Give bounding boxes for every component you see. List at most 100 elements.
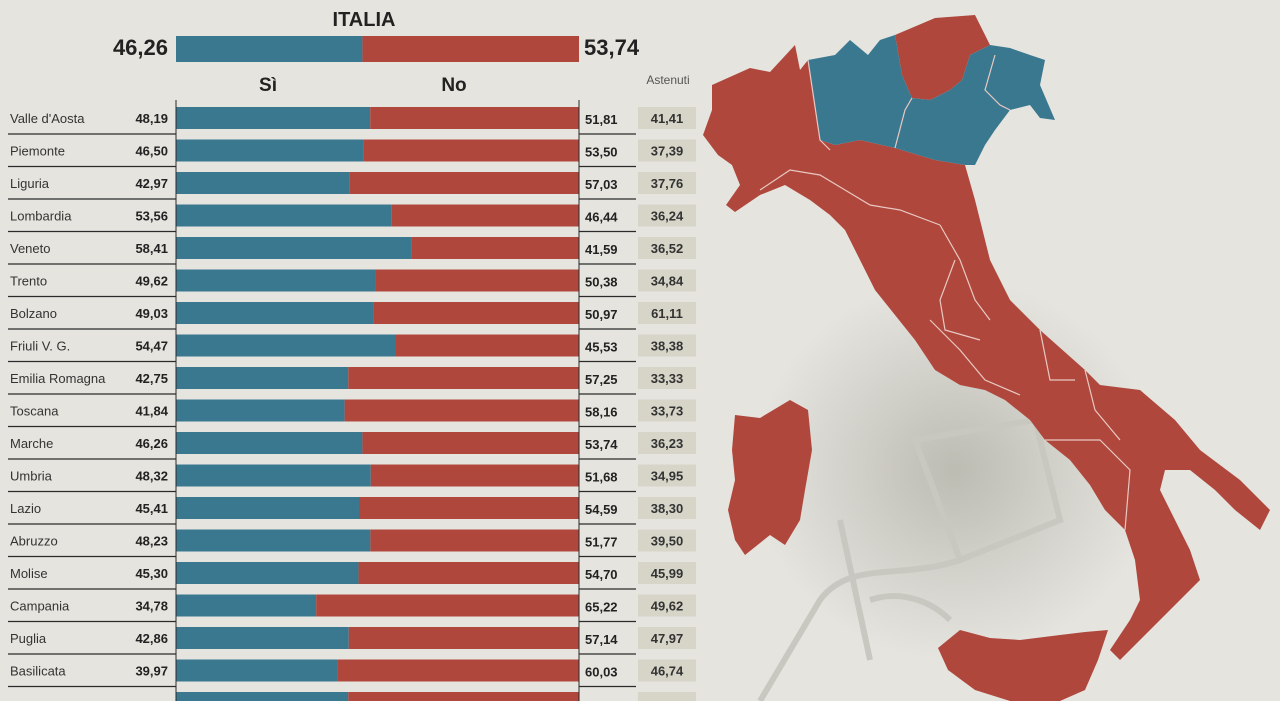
region-si-value: 48,23 xyxy=(135,534,168,549)
region-astenuti-value: 37,76 xyxy=(651,176,684,191)
region-name: Molise xyxy=(10,566,48,581)
region-si-bar xyxy=(176,627,349,649)
region-astenuti-box xyxy=(638,529,696,552)
region-astenuti-value: 36,52 xyxy=(651,241,684,256)
region-name: Basilicata xyxy=(10,664,66,679)
ballot-hand-illustration xyxy=(757,416,1064,701)
region-astenuti-value: 46,74 xyxy=(651,664,684,679)
cutoff-astenuti-box xyxy=(638,692,696,701)
region-astenuti-box xyxy=(638,399,696,422)
region-no-value: 45,53 xyxy=(585,340,618,355)
region-si-value: 48,19 xyxy=(135,111,168,126)
region-si-value: 39,97 xyxy=(135,664,168,679)
region-name: Veneto xyxy=(10,241,51,256)
region-row: Marche 46,26 53,74 36,23 xyxy=(8,432,696,460)
region-name: Lombardia xyxy=(10,209,72,224)
region-row: Bolzano 49,03 50,97 61,11 xyxy=(8,302,696,330)
region-si-bar xyxy=(176,237,412,259)
region-astenuti-value: 34,95 xyxy=(651,469,684,484)
region-no-value: 51,68 xyxy=(585,470,618,485)
region-si-bar xyxy=(176,302,374,324)
region-no-bar xyxy=(344,399,579,422)
region-astenuti-value: 36,24 xyxy=(651,209,684,224)
region-astenuti-value: 38,30 xyxy=(651,501,684,516)
region-name: Campania xyxy=(10,599,70,614)
region-no-value: 57,14 xyxy=(585,632,618,647)
region-no-value: 57,03 xyxy=(585,177,618,192)
region-no-value: 51,81 xyxy=(585,112,618,127)
region-no-value: 54,59 xyxy=(585,502,618,517)
region-astenuti-value: 37,39 xyxy=(651,144,684,159)
region-no-value: 41,59 xyxy=(585,242,618,257)
national-si-value: 46,26 xyxy=(113,35,168,60)
region-row: Veneto 58,41 41,59 36,52 xyxy=(8,237,696,265)
region-si-value: 54,47 xyxy=(135,339,168,354)
region-si-bar xyxy=(176,204,392,227)
region-no-value: 54,70 xyxy=(585,567,618,582)
results-chart: ITALIA 46,26 53,74 Sì No Astenuti Valle … xyxy=(8,9,696,701)
region-astenuti-box xyxy=(638,334,696,357)
region-name: Lazio xyxy=(10,501,41,516)
region-row: Lazio 45,41 54,59 38,30 xyxy=(8,497,696,525)
region-si-bar xyxy=(176,269,376,292)
region-astenuti-box xyxy=(638,562,696,584)
region-si-bar xyxy=(176,594,317,617)
region-si-value: 48,32 xyxy=(135,469,168,484)
region-astenuti-box xyxy=(638,464,696,487)
region-no-bar xyxy=(359,497,579,519)
region-row: Emilia Romagna 42,75 57,25 33,33 xyxy=(8,367,696,395)
region-row: Piemonte 46,50 53,50 37,39 xyxy=(8,139,696,168)
region-row: Campania 34,78 65,22 49,62 xyxy=(8,594,696,623)
region-astenuti-value: 41,41 xyxy=(651,111,684,126)
region-astenuti-box xyxy=(638,237,696,259)
region-no-bar xyxy=(395,334,579,357)
region-no-bar xyxy=(370,107,579,129)
region-astenuti-value: 34,84 xyxy=(651,274,684,289)
region-si-bar xyxy=(176,334,396,357)
sardegna-region xyxy=(728,400,812,555)
region-astenuti-box xyxy=(638,367,696,389)
region-no-value: 46,44 xyxy=(585,210,618,225)
region-name: Puglia xyxy=(10,631,47,646)
region-no-value: 50,38 xyxy=(585,275,618,290)
region-astenuti-value: 36,23 xyxy=(651,436,684,451)
region-no-value: 65,22 xyxy=(585,600,618,615)
region-si-bar xyxy=(176,497,360,519)
region-no-bar xyxy=(375,269,579,292)
region-astenuti-box xyxy=(638,627,696,649)
region-astenuti-box xyxy=(638,594,696,617)
italy-map xyxy=(703,15,1270,701)
region-si-bar xyxy=(176,139,364,162)
region-si-bar xyxy=(176,464,371,487)
region-astenuti-box xyxy=(638,172,696,194)
region-si-bar xyxy=(176,172,350,194)
region-no-value: 60,03 xyxy=(585,665,618,680)
region-no-bar xyxy=(348,627,579,649)
region-row: Umbria 48,32 51,68 34,95 xyxy=(8,464,696,493)
region-astenuti-box xyxy=(638,497,696,519)
region-row: Trento 49,62 50,38 34,84 xyxy=(8,269,696,298)
region-astenuti-box xyxy=(638,269,696,292)
region-si-value: 49,03 xyxy=(135,306,168,321)
cutoff-si-bar xyxy=(176,692,349,701)
region-astenuti-value: 38,38 xyxy=(651,339,684,354)
region-name: Emilia Romagna xyxy=(10,371,106,386)
region-si-value: 46,50 xyxy=(135,144,168,159)
region-row: Liguria 42,97 57,03 37,76 xyxy=(8,172,696,200)
region-si-bar xyxy=(176,367,349,389)
region-astenuti-box xyxy=(638,204,696,227)
region-si-value: 42,86 xyxy=(135,631,168,646)
region-si-value: 58,41 xyxy=(135,241,168,256)
region-no-value: 53,50 xyxy=(585,145,618,160)
region-no-bar xyxy=(358,562,579,584)
chart-title: ITALIA xyxy=(333,9,396,31)
region-astenuti-box xyxy=(638,107,696,129)
region-si-bar xyxy=(176,659,338,682)
mainland-no-regions xyxy=(703,45,1270,660)
region-no-bar xyxy=(316,594,579,617)
region-no-value: 57,25 xyxy=(585,372,618,387)
region-no-bar xyxy=(370,529,579,552)
national-no-bar xyxy=(362,36,579,62)
legend-no: No xyxy=(441,75,466,96)
region-astenuti-box xyxy=(638,659,696,682)
